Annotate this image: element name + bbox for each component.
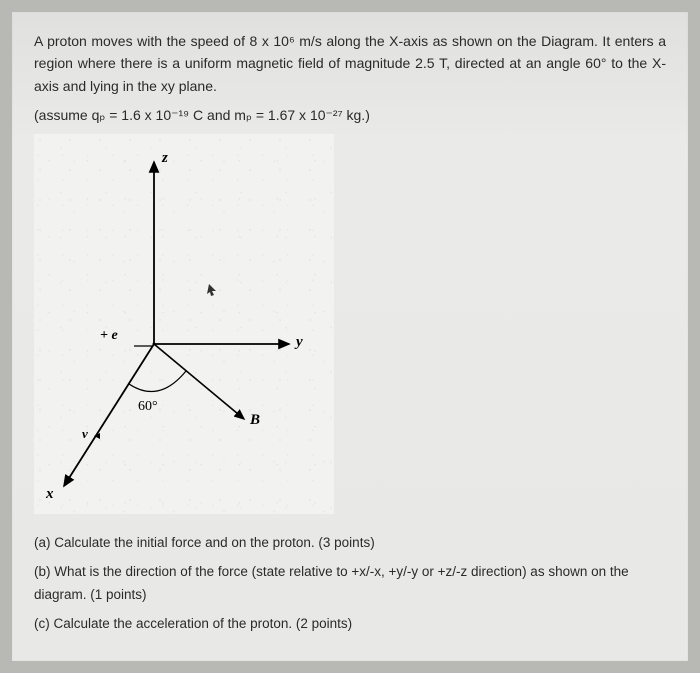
assumptions: (assume qₚ = 1.6 x 10⁻¹⁹ C and mₚ = 1.67… [34,107,666,124]
problem-page: A proton moves with the speed of 8 x 10⁶… [12,12,688,661]
x-axis-label: x [46,486,54,503]
question-c: (c) Calculate the acceleration of the pr… [34,613,666,636]
angle-label: 60° [138,399,158,415]
problem-statement: A proton moves with the speed of 8 x 10⁶… [34,30,666,97]
y-axis-label: y [296,334,303,351]
charge-label: + e [100,328,118,344]
questions-block: (a) Calculate the initial force and on t… [34,532,666,636]
question-b: (b) What is the direction of the force (… [34,561,666,607]
diagram-container: z y x B 60° + e v [34,134,666,514]
b-vector-label: B [250,412,260,429]
question-a: (a) Calculate the initial force and on t… [34,532,666,555]
axes-svg [34,134,334,514]
z-axis-label: z [162,150,168,167]
v-label: v [82,426,88,442]
coordinate-diagram: z y x B 60° + e v [34,134,334,514]
